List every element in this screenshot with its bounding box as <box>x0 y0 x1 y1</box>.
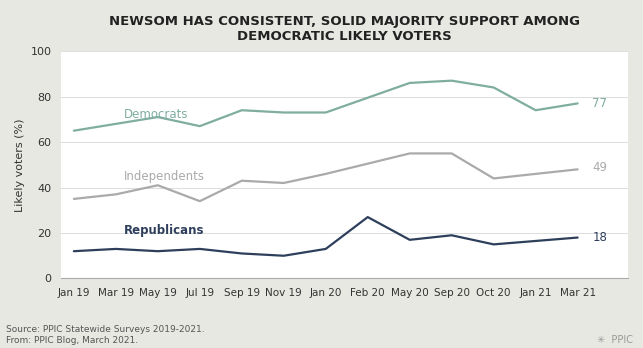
Text: Independents: Independents <box>124 170 205 183</box>
Y-axis label: Likely voters (%): Likely voters (%) <box>15 118 25 212</box>
Text: ✳  PPIC: ✳ PPIC <box>597 334 633 345</box>
Text: Source: PPIC Statewide Surveys 2019-2021.
From: PPIC Blog, March 2021.: Source: PPIC Statewide Surveys 2019-2021… <box>6 325 205 345</box>
Text: Democrats: Democrats <box>124 108 189 121</box>
Text: 18: 18 <box>592 231 607 244</box>
Title: NEWSOM HAS CONSISTENT, SOLID MAJORITY SUPPORT AMONG
DEMOCRATIC LIKELY VOTERS: NEWSOM HAS CONSISTENT, SOLID MAJORITY SU… <box>109 15 580 43</box>
Text: 77: 77 <box>592 97 608 110</box>
Text: Republicans: Republicans <box>124 224 204 237</box>
Text: 49: 49 <box>592 160 608 174</box>
